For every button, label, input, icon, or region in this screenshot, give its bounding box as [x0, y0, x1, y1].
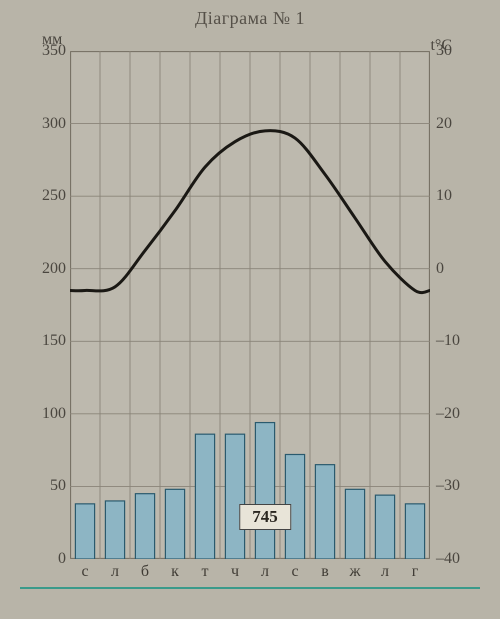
month-label: л: [381, 563, 389, 581]
month-label: т: [202, 563, 209, 581]
tick-c: –20: [436, 405, 482, 423]
tick-mm: 100: [20, 405, 66, 423]
line-svg: [70, 51, 430, 559]
month-label: г: [412, 563, 419, 581]
tick-c: 0: [436, 260, 482, 278]
month-label: с: [291, 563, 298, 581]
tick-mm: 250: [20, 187, 66, 205]
tick-mm: 200: [20, 260, 66, 278]
month-label: к: [171, 563, 179, 581]
plot-area: 745: [70, 51, 430, 559]
month-label: в: [321, 563, 329, 581]
tick-c: 20: [436, 115, 482, 133]
tick-c: –30: [436, 477, 482, 495]
month-label: с: [81, 563, 88, 581]
month-label: л: [111, 563, 119, 581]
temperature-line: [70, 131, 430, 293]
tick-c: 30: [436, 42, 482, 60]
chart-title: Діаграма № 1: [20, 8, 480, 29]
tick-c: –40: [436, 550, 482, 568]
climate-chart: мм t°C 745 050100150200250300350–40–30–2…: [20, 33, 480, 593]
tick-mm: 350: [20, 42, 66, 60]
month-label: б: [141, 563, 149, 581]
tick-c: 10: [436, 187, 482, 205]
month-label: ж: [349, 563, 360, 581]
baseline-rule: [20, 587, 480, 589]
tick-mm: 0: [20, 550, 66, 568]
annual-precip-label: 745: [239, 504, 291, 530]
tick-mm: 300: [20, 115, 66, 133]
tick-mm: 150: [20, 332, 66, 350]
month-label: ч: [231, 563, 239, 581]
tick-mm: 50: [20, 477, 66, 495]
tick-c: –10: [436, 332, 482, 350]
month-label: л: [261, 563, 269, 581]
